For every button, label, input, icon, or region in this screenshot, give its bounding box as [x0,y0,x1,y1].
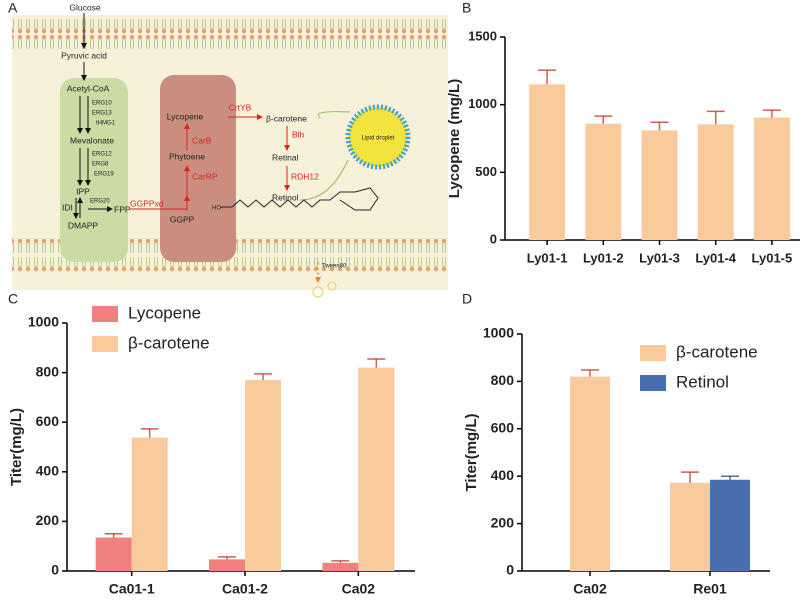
legend-swatch [640,345,666,361]
x-tick-label: Ly01-3 [639,250,680,265]
bar [585,123,622,240]
node: Lycopene [167,111,204,121]
bar [753,117,790,240]
bar [131,437,168,571]
panel-label: D [462,291,472,307]
panel-a: A Glucose Pyruvic acid Acetyl-CoA ERG10 … [8,0,448,298]
enzyme: RDH12 [291,171,319,181]
legend-label: β-carotene [676,342,758,361]
enzyme: ERG13 [92,111,112,117]
x-tick-label: Ca02 [342,581,376,597]
red-arrows [130,114,290,211]
x-tick-label: Ca01-2 [222,581,268,597]
bar [570,376,610,571]
node: IDI [62,202,73,212]
x-tick-label: Re01 [693,581,727,597]
y-tick-label: 0 [506,562,514,578]
bar [95,537,132,571]
y-tick-label: 1500 [468,28,497,43]
atom: HO [212,206,221,212]
x-tick-label: Ca01-1 [109,581,155,597]
panel-label: C [8,291,18,307]
bar [245,380,281,571]
x-tick-label: Ly01-4 [695,250,736,265]
y-axis-title: Lycopene (mg/L) [446,79,463,198]
y-tick-label: 200 [491,514,515,530]
y-tick-label: 1000 [28,314,59,330]
x-tick-label: Ca02 [573,581,607,597]
y-tick-label: 800 [36,363,60,379]
y-tick-label: 1000 [483,325,514,341]
arrows [73,13,113,219]
bar [358,367,395,571]
enzyme: CarB [192,135,212,145]
y-tick-label: 400 [491,467,515,483]
bar [697,124,734,240]
panel-label: A [8,0,18,16]
bubble [327,281,337,291]
y-tick-label: 0 [51,562,59,578]
node: FPP [114,204,131,214]
y-axis-title: Titer(mg/L) [463,413,480,491]
node: Acetyl-CoA [67,83,110,93]
enzyme: ERG12 [92,152,112,158]
membrane [12,16,448,50]
node: Tween80 [322,264,347,270]
node: Retinol [272,192,299,202]
y-tick-label: 0 [490,231,497,246]
bar [670,482,710,571]
legend-swatch [640,375,666,391]
x-tick-label: Ly01-5 [752,250,793,265]
node: Pyruvic acid [61,50,107,60]
enzyme: Blh [292,129,305,139]
node: Retinal [272,152,299,162]
retinol-molecule [220,187,379,211]
legend-label: Retinol [676,372,729,391]
legend-swatch [92,336,118,352]
enzyme: CarRP [192,171,218,181]
y-tick-label: 500 [475,164,497,179]
y-axis-title: Titer(mg/L) [8,408,25,486]
enzyme: ERG10 [92,101,112,107]
carotenoid-box [160,75,236,262]
bar [641,130,678,240]
lipid-droplet [299,104,411,201]
y-tick-label: 400 [36,463,60,479]
y-tick-label: 200 [36,512,60,528]
x-tick-label: Ly01-1 [527,250,568,265]
node: Glucose [69,2,100,12]
y-tick-label: 600 [491,420,515,436]
node: DMAPP [68,220,99,230]
bar [209,559,245,571]
bar [322,562,359,571]
enzyme: ERG8 [92,162,109,168]
enzyme: tHMG1 [96,121,116,127]
node: Mevalonate [70,135,114,145]
y-tick-label: 600 [36,413,60,429]
droplet-label: Lipid droplet [362,136,395,142]
enzyme: ERG19 [94,172,114,178]
node: IPP [76,186,90,196]
y-tick-label: 800 [491,372,515,388]
bar [710,479,750,571]
bar [529,84,566,240]
node: Phytoene [169,151,205,161]
legend-label: Lycopene [128,303,201,322]
x-tick-label: Ly01-2 [583,250,624,265]
enzyme: ERG20 [90,199,110,205]
panel-label: B [462,0,471,16]
node: β-carotene [266,113,307,123]
enzyme: GGPPxd [130,198,164,208]
y-tick-label: 1000 [468,96,497,111]
enzyme: CrtYB [229,102,252,112]
node: GGPP [170,214,195,224]
legend-label: β-carotene [128,333,210,352]
bubble [312,286,324,298]
legend-swatch [92,306,118,322]
